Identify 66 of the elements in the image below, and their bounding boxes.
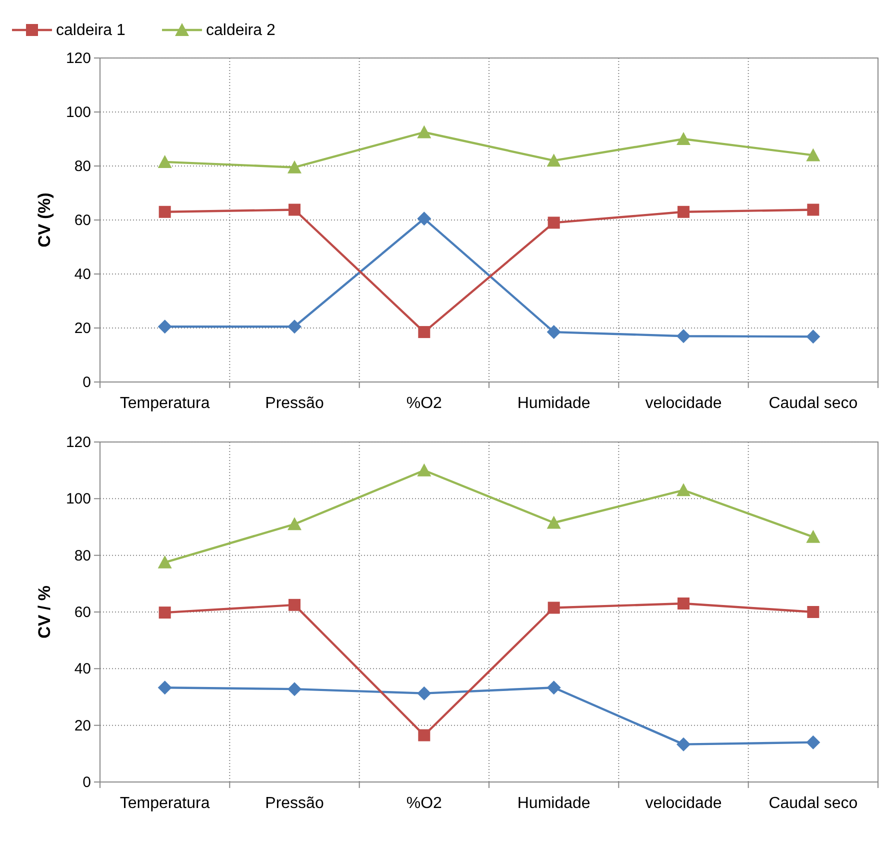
point xyxy=(548,602,560,614)
y-axis-title: CV / % xyxy=(35,586,54,638)
x-tick-label: Pressão xyxy=(265,395,324,412)
point xyxy=(546,516,561,529)
point xyxy=(158,206,171,218)
point xyxy=(806,330,820,344)
y-tick-label: 20 xyxy=(74,320,91,337)
x-tick-label: velocidade xyxy=(645,395,722,412)
point xyxy=(288,682,302,696)
y-tick-label: 80 xyxy=(74,158,91,175)
y-tick-label: 0 xyxy=(82,374,91,391)
legend-label: caldeira 1 xyxy=(56,22,126,39)
point xyxy=(548,216,560,229)
y-tick-label: 40 xyxy=(74,660,91,678)
y-tick-label: 80 xyxy=(74,547,91,564)
y-tick-label: 100 xyxy=(66,490,91,508)
x-tick-label: Caudal seco xyxy=(768,795,858,812)
x-tick-label: velocidade xyxy=(645,795,722,812)
y-axis-title: CV (%) xyxy=(35,192,54,248)
point xyxy=(676,483,690,496)
x-tick-label: Temperatura xyxy=(120,795,210,812)
point xyxy=(158,606,171,619)
point xyxy=(676,329,690,344)
point xyxy=(676,132,690,145)
point xyxy=(288,204,300,216)
point xyxy=(158,680,172,695)
point xyxy=(807,204,820,216)
y-tick-label: 60 xyxy=(74,604,91,621)
point xyxy=(546,325,561,340)
point xyxy=(417,686,432,700)
point xyxy=(418,326,430,338)
point xyxy=(546,680,561,695)
x-tick-label: Caudal seco xyxy=(768,395,858,412)
y-tick-label: 120 xyxy=(66,50,91,67)
x-tick-label: %O2 xyxy=(406,395,442,412)
point xyxy=(678,598,690,610)
point xyxy=(288,320,302,334)
x-tick-label: %O2 xyxy=(406,795,442,812)
point xyxy=(678,206,690,218)
point xyxy=(288,598,300,611)
point xyxy=(158,154,172,168)
y-tick-label: 40 xyxy=(74,266,91,283)
point xyxy=(288,160,302,174)
point xyxy=(288,517,302,530)
legend-label: caldeira 2 xyxy=(206,22,276,39)
point xyxy=(418,729,430,742)
y-tick-label: 20 xyxy=(74,717,91,734)
y-tick-label: 100 xyxy=(66,104,91,121)
x-tick-label: Humidade xyxy=(517,395,590,412)
point xyxy=(807,606,820,618)
point xyxy=(417,125,432,138)
y-tick-label: 120 xyxy=(66,434,91,451)
point xyxy=(676,737,690,752)
x-tick-label: Pressão xyxy=(265,795,324,812)
y-tick-label: 0 xyxy=(82,774,91,791)
x-tick-label: Temperatura xyxy=(120,395,210,412)
point xyxy=(806,735,820,750)
point xyxy=(158,320,172,334)
x-tick-label: Humidade xyxy=(517,795,590,812)
point xyxy=(546,154,561,167)
y-tick-label: 60 xyxy=(74,212,91,229)
point xyxy=(806,148,820,162)
point xyxy=(417,212,432,226)
point xyxy=(417,463,432,476)
point xyxy=(806,530,820,543)
point xyxy=(158,555,172,568)
